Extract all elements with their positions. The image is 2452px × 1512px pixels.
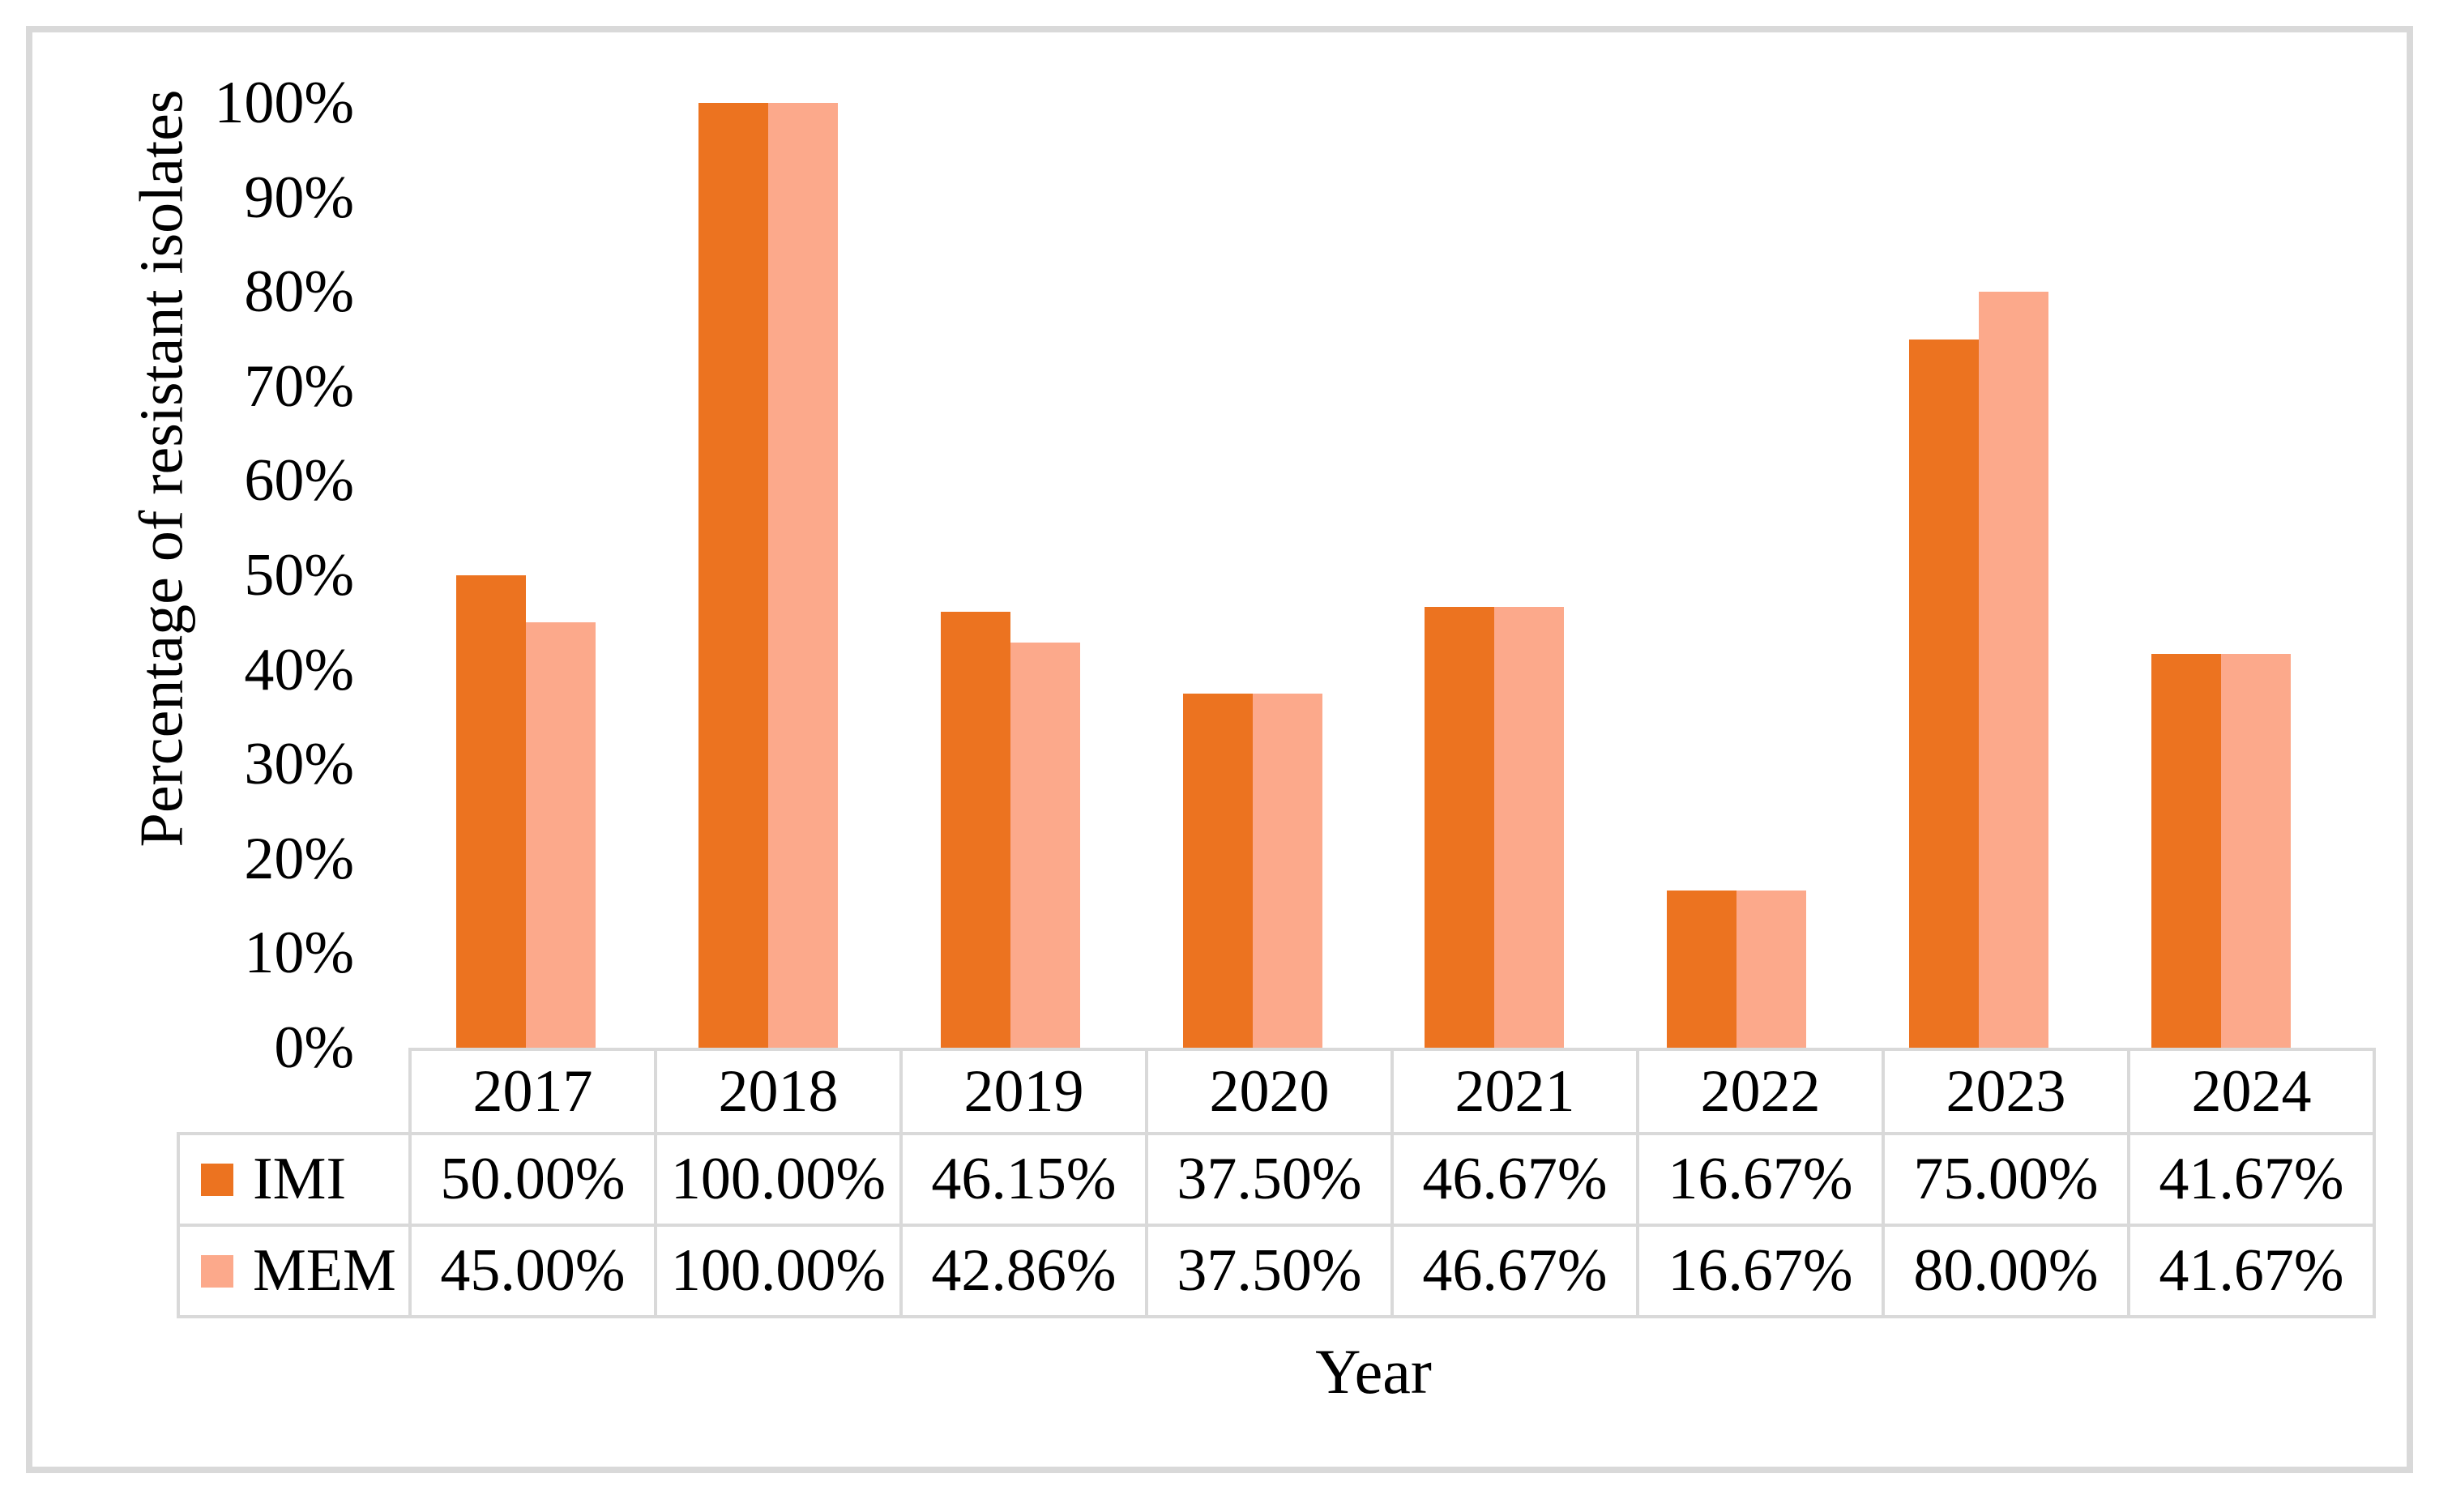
value-cell-mem-2023: 80.00% bbox=[1882, 1224, 2130, 1318]
figure-border bbox=[26, 26, 2413, 1473]
bar-imi-2020 bbox=[1182, 693, 1253, 1048]
y-tick-80%: 80% bbox=[244, 258, 354, 326]
bar-mem-2017 bbox=[526, 622, 596, 1048]
year-header-2020: 2020 bbox=[1145, 1048, 1394, 1135]
legend-swatch-imi-icon bbox=[201, 1163, 233, 1196]
bar-imi-2022 bbox=[1667, 890, 1737, 1048]
year-header-2017: 2017 bbox=[408, 1048, 657, 1135]
value-cell-mem-2018: 100.00% bbox=[654, 1224, 903, 1318]
bar-mem-2018 bbox=[768, 103, 839, 1048]
table-corner-cell bbox=[178, 1049, 410, 1134]
y-tick-40%: 40% bbox=[244, 636, 354, 703]
y-tick-50%: 50% bbox=[244, 542, 354, 609]
table-row-imi: IMI 50.00% 100.00% 46.15% 37.50% 46.67% 16.67%… bbox=[177, 1132, 2376, 1227]
y-tick-10%: 10% bbox=[244, 920, 354, 987]
year-header-2018: 2018 bbox=[654, 1048, 903, 1135]
table-row-mem: MEM 45.00% 100.00% 42.86% 37.50% 46.67% 16.67%… bbox=[177, 1224, 2376, 1318]
value-cell-imi-2023: 75.00% bbox=[1882, 1132, 2130, 1227]
legend-cell-imi: IMI bbox=[177, 1132, 412, 1227]
value-cell-mem-2021: 46.67% bbox=[1390, 1224, 1639, 1318]
value-cell-mem-2022: 16.67% bbox=[1636, 1224, 1885, 1318]
legend-swatch-mem-icon bbox=[201, 1254, 233, 1288]
y-tick-60%: 60% bbox=[244, 447, 354, 515]
year-header-2023: 2023 bbox=[1882, 1048, 2130, 1135]
x-axis-title: Year bbox=[1315, 1336, 1432, 1407]
value-cell-imi-2019: 46.15% bbox=[899, 1132, 1148, 1227]
bar-imi-2024 bbox=[2151, 654, 2221, 1048]
y-tick-100%: 100% bbox=[214, 70, 354, 136]
legend-entry: MEM bbox=[182, 1237, 407, 1305]
legend-label: IMI bbox=[253, 1146, 347, 1212]
value-cell-imi-2018: 100.00% bbox=[654, 1132, 903, 1227]
bar-imi-2017 bbox=[456, 575, 527, 1048]
y-tick-30%: 30% bbox=[244, 731, 354, 798]
y-tick-70%: 70% bbox=[244, 352, 354, 420]
bar-mem-2019 bbox=[1010, 643, 1080, 1048]
year-header-2021: 2021 bbox=[1390, 1048, 1639, 1135]
year-header-2022: 2022 bbox=[1636, 1048, 1885, 1135]
bar-imi-2018 bbox=[698, 103, 769, 1048]
value-cell-mem-2024: 41.67% bbox=[2127, 1224, 2376, 1318]
bar-mem-2022 bbox=[1736, 890, 1807, 1048]
bar-mem-2024 bbox=[2220, 654, 2291, 1048]
y-tick-0%: 0% bbox=[274, 1014, 354, 1081]
data-table: 2017 2018 2019 2020 2021 2022 2023 2024 IMI 50.00… bbox=[177, 1048, 2376, 1318]
value-cell-imi-2024: 41.67% bbox=[2127, 1132, 2376, 1227]
value-cell-imi-2020: 37.50% bbox=[1145, 1132, 1394, 1227]
legend-entry: IMI bbox=[182, 1145, 407, 1214]
bar-mem-2020 bbox=[1252, 693, 1322, 1048]
plot-area bbox=[405, 103, 2342, 1048]
value-cell-imi-2022: 16.67% bbox=[1636, 1132, 1885, 1227]
value-cell-mem-2017: 45.00% bbox=[408, 1224, 657, 1318]
bar-mem-2023 bbox=[1978, 292, 2048, 1048]
value-cell-imi-2021: 46.67% bbox=[1390, 1132, 1639, 1227]
bar-mem-2021 bbox=[1494, 606, 1565, 1048]
value-cell-mem-2020: 37.50% bbox=[1145, 1224, 1394, 1318]
legend-label: MEM bbox=[253, 1237, 396, 1304]
year-header-2024: 2024 bbox=[2127, 1048, 2376, 1135]
bar-imi-2023 bbox=[1908, 339, 1979, 1048]
value-cell-mem-2019: 42.86% bbox=[899, 1224, 1148, 1318]
bar-imi-2021 bbox=[1425, 606, 1495, 1048]
legend-cell-mem: MEM bbox=[177, 1224, 412, 1318]
y-axis-tick-labels: 0% 10% 20% 30% 40% 50% 60% 70% 80% 90% 100% bbox=[0, 0, 354, 1512]
value-cell-imi-2017: 50.00% bbox=[408, 1132, 657, 1227]
table-header-row: 2017 2018 2019 2020 2021 2022 2023 2024 bbox=[178, 1048, 2376, 1135]
bar-imi-2019 bbox=[940, 611, 1010, 1048]
year-header-2019: 2019 bbox=[899, 1048, 1148, 1135]
y-tick-20%: 20% bbox=[244, 825, 354, 892]
y-tick-90%: 90% bbox=[244, 164, 354, 231]
